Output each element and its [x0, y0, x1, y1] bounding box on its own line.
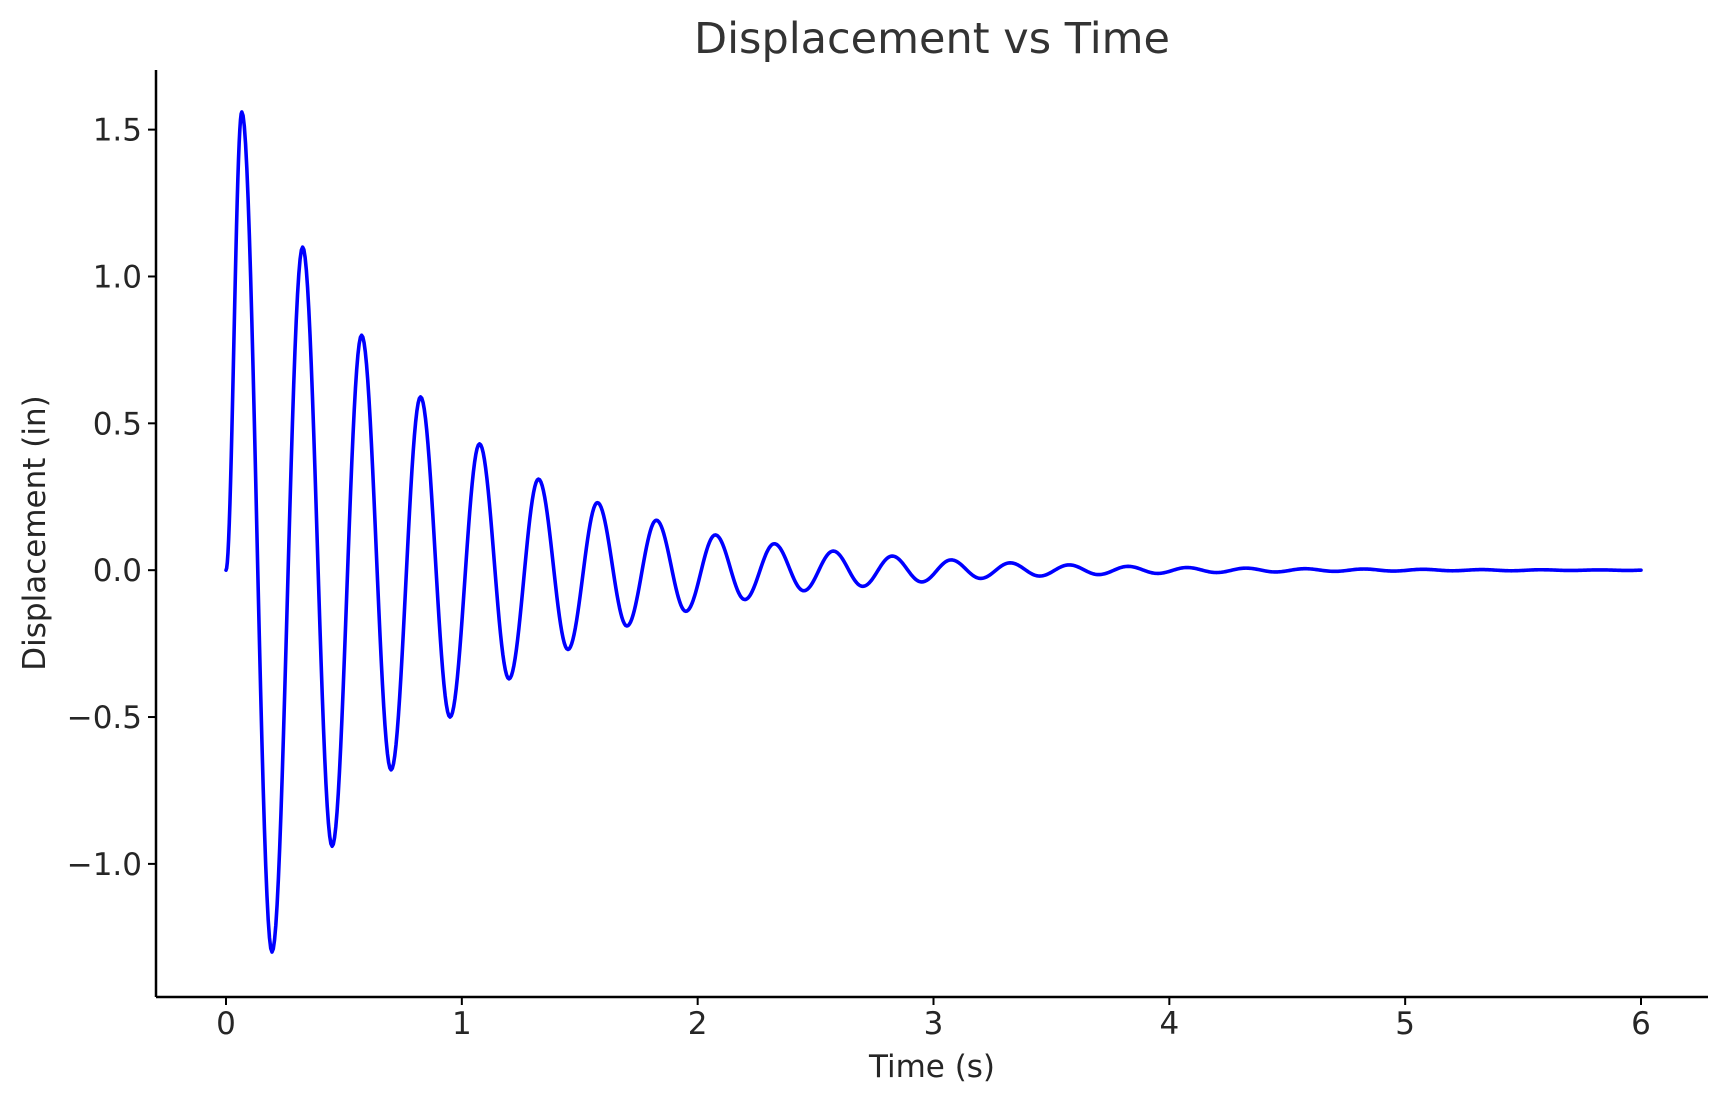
x-tick-label: 4 — [1159, 1006, 1179, 1042]
displacement-series-line — [224, 110, 1643, 954]
y-tick-label: −1.0 — [67, 847, 142, 883]
y-tick-label: 1.0 — [93, 259, 142, 295]
y-ticks: −1.0 −0.5 0.0 0.5 1.0 1.5 — [67, 113, 156, 883]
x-tick-label: 1 — [452, 1006, 472, 1042]
x-tick-label: 0 — [216, 1006, 236, 1042]
x-tick-label: 6 — [1631, 1006, 1651, 1042]
y-tick-label: 1.5 — [93, 113, 142, 149]
x-ticks: 0 1 2 3 4 5 6 — [216, 997, 1651, 1042]
y-tick-label: 0.5 — [93, 406, 142, 442]
y-tick-label: 0.0 — [93, 553, 142, 589]
x-axis-label: Time (s) — [868, 1049, 995, 1085]
x-tick-label: 2 — [688, 1006, 708, 1042]
y-tick-label: −0.5 — [67, 700, 142, 736]
series-layer — [224, 110, 1643, 954]
x-tick-label: 5 — [1395, 1006, 1415, 1042]
chart-title: Displacement vs Time — [694, 14, 1170, 64]
x-tick-label: 3 — [924, 1006, 944, 1042]
y-axis-label: Displacement (in) — [17, 395, 53, 670]
